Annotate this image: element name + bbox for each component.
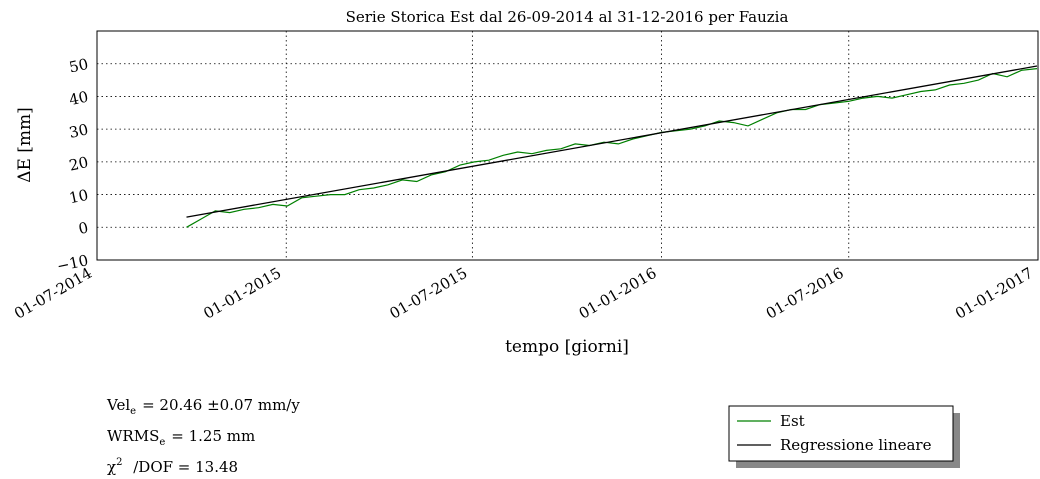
x-axis-label: tempo [giorni] xyxy=(505,337,629,357)
x-tick-label: 01-01-2016 xyxy=(576,264,660,323)
x-tick-label: 01-01-2017 xyxy=(952,264,1036,323)
annotation-text: = 20.46 ±0.07 mm/y xyxy=(142,396,300,414)
annotation-label: χ xyxy=(107,458,116,476)
annotation-sub: e xyxy=(130,406,136,417)
annotation-label: Vel xyxy=(106,396,130,414)
annotation-text: /DOF = 13.48 xyxy=(128,458,238,476)
plot-frame xyxy=(96,30,1039,261)
annotation-sub: e xyxy=(159,437,165,448)
annotation-label: WRMS xyxy=(107,427,159,445)
chart-title: Serie Storica Est dal 26-09-2014 al 31-1… xyxy=(346,8,789,26)
x-tick-label: 01-07-2015 xyxy=(386,264,470,323)
annotation: WRMSe = 1.25 mm xyxy=(107,427,255,448)
legend-box xyxy=(728,405,954,462)
y-tick-label: 0 xyxy=(77,218,90,238)
y-tick-label: 10 xyxy=(67,186,89,208)
y-axis-label: ΔE [mm] xyxy=(15,107,35,183)
y-tick-label: 30 xyxy=(67,120,89,142)
x-tick-label: 01-07-2016 xyxy=(763,264,847,323)
series-line xyxy=(186,68,1038,228)
legend-label: Regressione lineare xyxy=(780,436,932,454)
annotation-sup: 2 xyxy=(116,457,122,468)
x-tick-label: 01-07-2014 xyxy=(11,264,95,323)
annotation: χ2 /DOF = 13.48 xyxy=(107,457,238,476)
y-tick-label: 20 xyxy=(67,153,89,175)
annotation: Vele = 20.46 ±0.07 mm/y xyxy=(106,396,300,417)
legend-label: Est xyxy=(780,412,805,430)
y-tick-label: 40 xyxy=(67,88,89,110)
y-tick-label: 50 xyxy=(67,55,89,77)
annotation-text: = 1.25 mm xyxy=(171,427,255,445)
series-line xyxy=(186,65,1038,218)
x-tick-label: 01-01-2015 xyxy=(200,264,284,323)
